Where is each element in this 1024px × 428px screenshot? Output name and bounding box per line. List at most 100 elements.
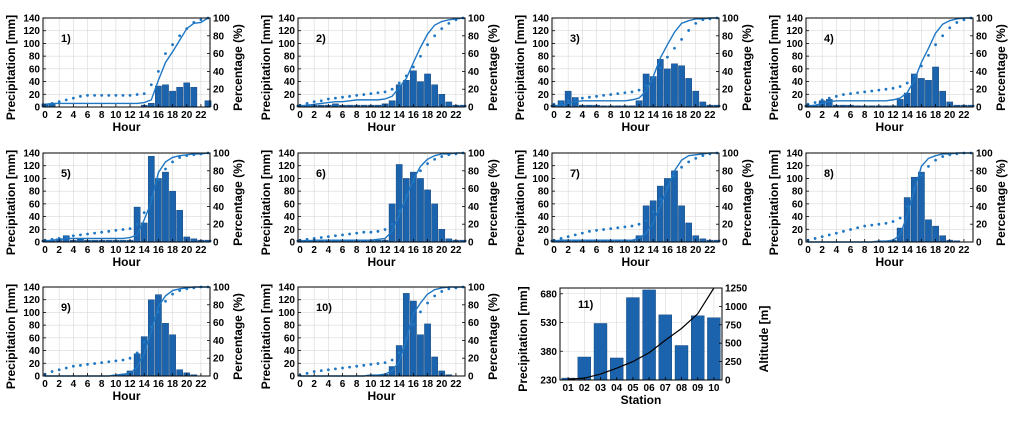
dot-point xyxy=(588,229,591,233)
y-tick-label: 80 xyxy=(284,52,296,63)
x-tick-label: 6 xyxy=(594,245,600,256)
x-tick-label: 8 xyxy=(608,110,614,121)
plot-area xyxy=(806,18,973,107)
dot-point xyxy=(164,299,167,303)
x-tick-label: 0 xyxy=(805,245,811,256)
cumulative-line xyxy=(299,17,464,107)
bar xyxy=(395,164,403,243)
dot-point xyxy=(376,91,380,95)
bar xyxy=(664,68,671,108)
y2-tick-label: 40 xyxy=(976,67,988,78)
y-tick-label: 20 xyxy=(29,359,41,370)
y-tick-label: 20 xyxy=(284,90,296,101)
x-tick-label: 10 xyxy=(619,245,631,256)
x-tick-label: 16 xyxy=(408,245,420,256)
x-tick-label: 14 xyxy=(648,245,660,256)
y2-tick-label: 40 xyxy=(213,202,225,213)
y-tick-label: 60 xyxy=(538,64,550,75)
dot-point xyxy=(566,99,570,103)
x-axis-label: Hour xyxy=(113,120,141,134)
dot-point xyxy=(411,322,415,326)
y-tick-label: 40 xyxy=(284,346,296,357)
plot-area xyxy=(43,287,210,376)
dot-point xyxy=(178,34,182,38)
x-tick-label: 4 xyxy=(71,379,77,390)
dot-point xyxy=(616,92,620,96)
dot-point xyxy=(919,64,923,68)
dot-point xyxy=(919,173,923,177)
bar xyxy=(155,85,162,108)
dot-point xyxy=(100,230,104,234)
x-tick-label: 8 xyxy=(354,110,360,121)
dot-point xyxy=(426,162,429,166)
dot-point xyxy=(107,94,111,97)
x-tick-label: 0 xyxy=(297,379,303,390)
x-tick-label: 20 xyxy=(944,245,956,256)
x-tick-label: 16 xyxy=(408,379,420,390)
y2-tick-label: 0 xyxy=(213,103,219,114)
x-tick-label: 6 xyxy=(340,245,346,256)
x-tick-label: 18 xyxy=(422,110,434,121)
dot-point xyxy=(609,93,613,96)
y2-tick-label: 0 xyxy=(468,103,474,114)
dot-point xyxy=(440,290,444,293)
x-tick-label: 14 xyxy=(139,379,151,390)
x-tick-label: 2 xyxy=(311,245,317,256)
x-tick-label: 8 xyxy=(862,245,868,256)
y-tick-label: 20 xyxy=(538,90,550,101)
dot-point xyxy=(687,160,691,164)
y-tick-label: 140 xyxy=(786,149,803,160)
x-tick-label: 22 xyxy=(958,110,970,121)
dot-point xyxy=(369,230,373,234)
y-tick-label: 80 xyxy=(29,321,41,332)
y-tick-label: 60 xyxy=(538,199,550,210)
y-tick-label: 0 xyxy=(543,103,549,114)
dot-point xyxy=(390,87,394,91)
dot-point xyxy=(79,363,82,367)
axis-frame xyxy=(551,152,720,243)
y2-tick-label: 40 xyxy=(722,202,734,213)
cumulative-line xyxy=(44,152,209,242)
dot-point xyxy=(609,227,613,231)
bar xyxy=(176,369,183,377)
y-tick-label: 20 xyxy=(792,90,804,101)
x-tick-label: 12 xyxy=(379,245,391,256)
dot-point xyxy=(834,94,838,98)
panel-label: 8) xyxy=(824,168,834,180)
bar xyxy=(424,189,431,243)
y2-tick-label: 80 xyxy=(722,166,734,177)
dot-point xyxy=(440,155,444,158)
x-tick-label: 8 xyxy=(99,110,105,121)
y2-axis-label: Percentage (%) xyxy=(740,24,754,111)
dot-point xyxy=(156,310,160,314)
dot-point xyxy=(404,74,408,78)
bar xyxy=(671,170,678,243)
y2-tick-label: 60 xyxy=(213,184,225,195)
y2-tick-label: 40 xyxy=(468,67,480,78)
bar xyxy=(431,84,438,108)
x-tick-label: 2 xyxy=(311,110,317,121)
y-tick-label: 100 xyxy=(23,39,40,50)
y2-axis-label: Percentage (%) xyxy=(486,159,500,246)
dot-point xyxy=(877,222,881,226)
dot-point xyxy=(156,70,160,73)
y2-axis-label: Percentage (%) xyxy=(231,159,245,246)
y2-tick-label: 80 xyxy=(468,166,480,177)
y2-tick-label: 40 xyxy=(213,336,225,347)
dot-point xyxy=(404,194,408,198)
x-tick-label: 18 xyxy=(930,245,942,256)
y-tick-label: 140 xyxy=(532,149,549,160)
dot-point xyxy=(849,92,852,96)
bar xyxy=(642,205,650,243)
plot-area xyxy=(552,153,719,242)
dot-point xyxy=(171,292,174,296)
dot-point xyxy=(348,365,352,369)
dot-point xyxy=(57,368,61,372)
x-tick-label: 20 xyxy=(690,110,702,121)
dot-point xyxy=(962,18,966,22)
x-tick-label: 12 xyxy=(379,379,391,390)
x-tick-label: 16 xyxy=(408,110,420,121)
dot-point xyxy=(673,46,676,50)
x-tick-label: 18 xyxy=(167,379,179,390)
